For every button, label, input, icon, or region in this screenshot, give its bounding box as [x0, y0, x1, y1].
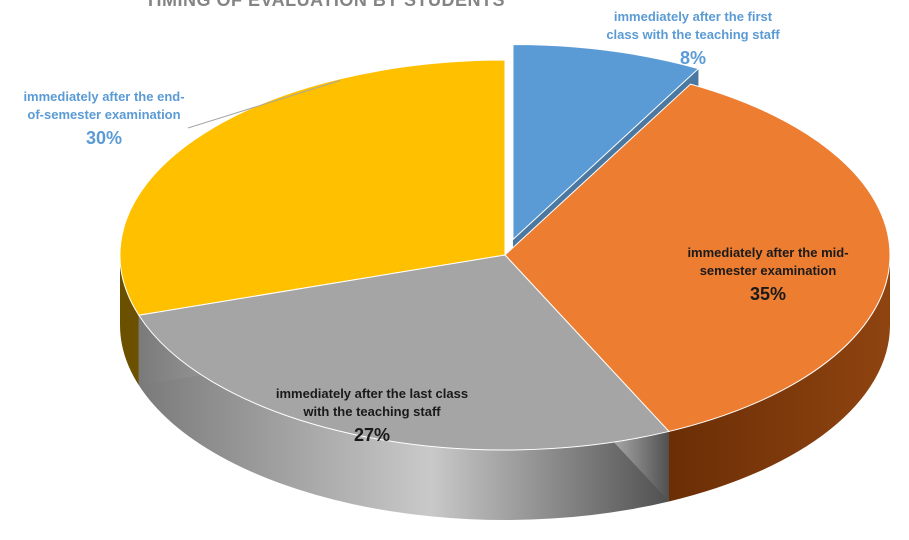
slice-label-end-semester-text: immediately after the end- of-semester e…: [23, 89, 185, 122]
slice-label-first-class-text: immediately after the first class with t…: [606, 9, 780, 42]
pie-slice-last-class-wall: [138, 315, 669, 520]
pie-slice-end-semester-wall: [120, 255, 139, 386]
slice-label-mid-semester: immediately after the mid- semester exam…: [668, 244, 868, 306]
pie-slice-last-class: [138, 254, 670, 520]
slice-label-mid-semester-percent: 35%: [749, 284, 787, 305]
slice-label-first-class: immediately after the first class with t…: [598, 8, 788, 70]
pie-slice-end-semester-top: [119, 59, 506, 316]
pie-slice-mid-semester-wall: [668, 255, 890, 502]
pie-slice-last-class-top: [138, 254, 670, 451]
chart-title: TIMING OF EVALUATION BY STUDENTS: [145, 0, 506, 10]
slice-label-first-class-percent: 8%: [679, 48, 706, 69]
slice-label-end-semester-percent: 30%: [85, 128, 123, 149]
slice-label-mid-semester-text: immediately after the mid- semester exam…: [687, 245, 849, 278]
slice-label-last-class-text: immediately after the last class with th…: [275, 386, 469, 419]
leader-line-end-semester: [187, 80, 341, 129]
slice-label-end-semester: immediately after the end- of-semester e…: [6, 88, 202, 150]
slice-label-last-class-percent: 27%: [353, 425, 391, 446]
pie-slice-mid-semester-top: [504, 83, 891, 432]
slice-label-last-class: immediately after the last class with th…: [262, 385, 482, 447]
pie-slice-first-class-top: [512, 44, 700, 241]
